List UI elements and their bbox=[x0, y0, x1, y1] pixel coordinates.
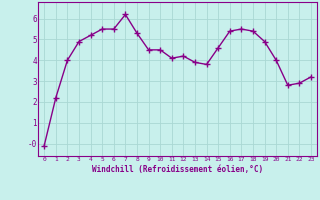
X-axis label: Windchill (Refroidissement éolien,°C): Windchill (Refroidissement éolien,°C) bbox=[92, 165, 263, 174]
